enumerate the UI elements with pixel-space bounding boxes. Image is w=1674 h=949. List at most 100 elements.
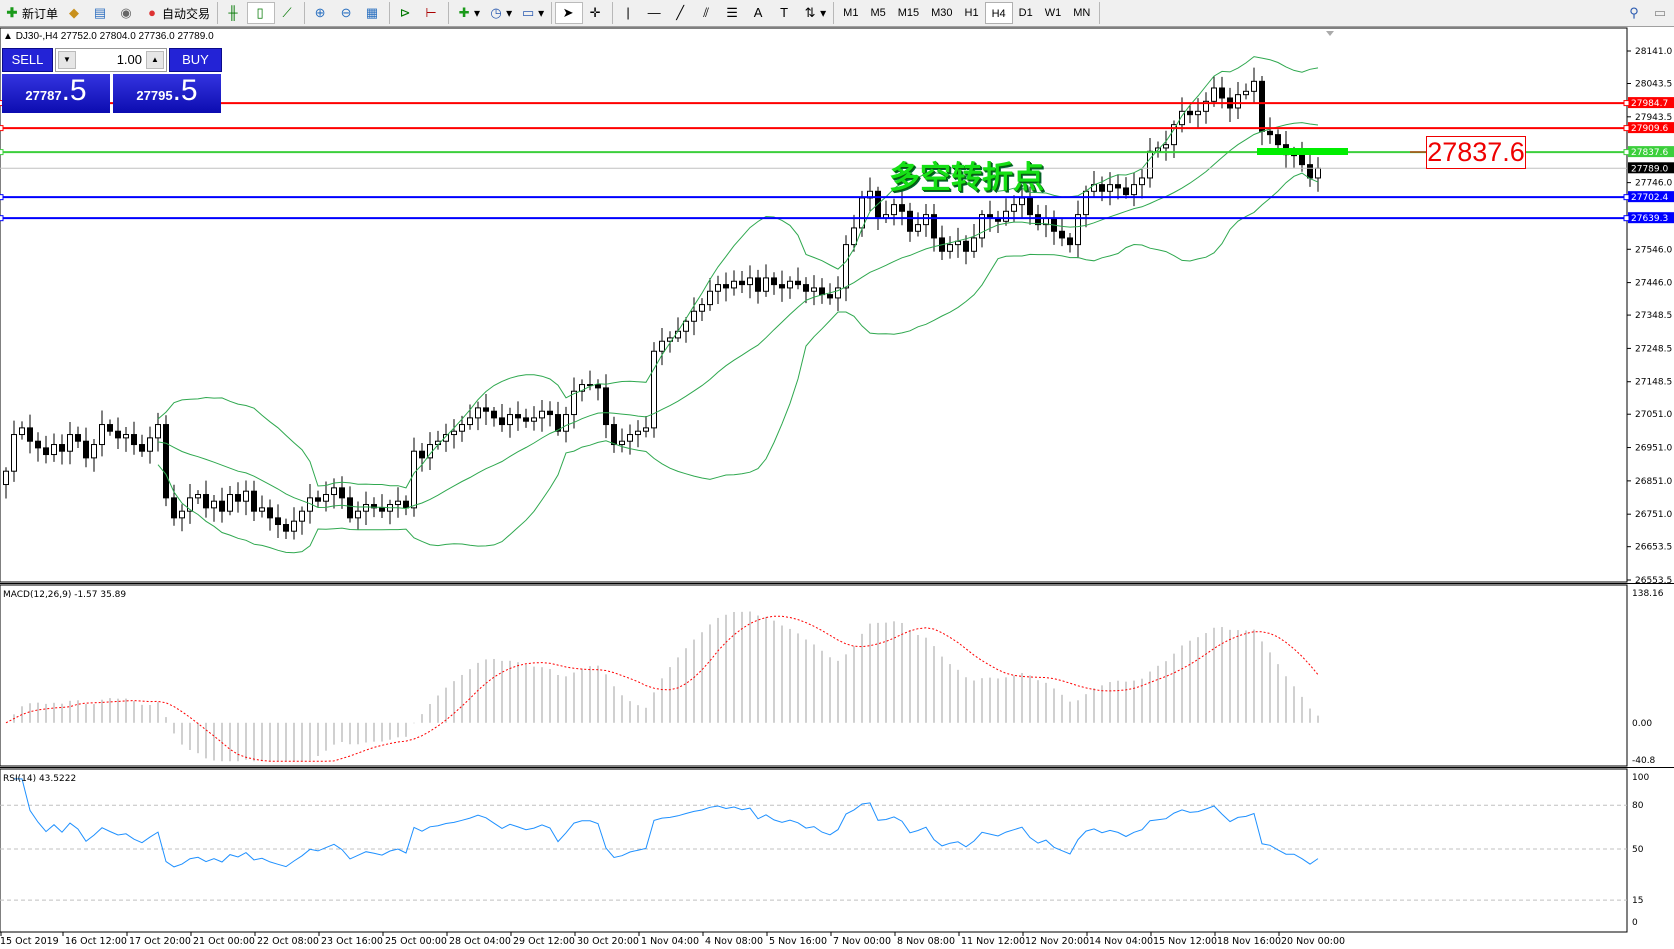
chat-button[interactable]: ▭ <box>1648 2 1674 24</box>
chart-shift-marker-icon[interactable] <box>1326 31 1334 36</box>
candle-body <box>315 497 321 502</box>
timeframe-m30[interactable]: M30 <box>931 7 953 19</box>
text-label-button[interactable]: T <box>772 2 798 24</box>
arrows-button[interactable]: ⇅ ▾ <box>798 2 830 24</box>
candle-body <box>627 434 633 442</box>
tile-windows-button[interactable]: ▦ <box>360 2 386 24</box>
level-handle-icon[interactable] <box>1623 194 1630 201</box>
level-handle-icon[interactable] <box>0 125 4 132</box>
buy-price-fraction: .5 <box>172 74 198 107</box>
search-icon: ⚲ <box>1629 5 1639 20</box>
buy-price[interactable]: 27795.5 <box>113 74 221 113</box>
time-axis-label: 4 Nov 08:00 <box>705 936 763 947</box>
line-chart-button[interactable]: ⟋ <box>275 2 301 24</box>
vertical-line-button[interactable]: | <box>616 2 642 24</box>
candle-body <box>803 284 809 292</box>
candle-body <box>843 244 849 289</box>
timeframe-d1[interactable]: D1 <box>1018 7 1033 19</box>
level-handle-icon[interactable] <box>0 194 4 201</box>
cursor-button[interactable]: ➤ <box>555 2 584 24</box>
timeframe-h1[interactable]: H1 <box>964 7 979 19</box>
periods-button[interactable]: ◷ ▾ <box>484 2 516 24</box>
candle-body <box>235 494 241 502</box>
level-handle-icon[interactable] <box>1623 215 1630 222</box>
level-handle-icon[interactable] <box>0 215 4 222</box>
candle-body <box>507 414 513 426</box>
lot-increase-icon[interactable]: ▲ <box>146 51 164 69</box>
candle-body <box>1267 130 1273 136</box>
bollinger-lower-band <box>157 172 1319 554</box>
fibonacci-button[interactable]: ☰ <box>720 2 746 24</box>
timeframe-mn[interactable]: MN <box>1073 7 1091 19</box>
candlestick-button[interactable]: ▯ <box>247 2 276 24</box>
sell-button[interactable]: SELL <box>2 48 53 72</box>
indicators-button[interactable]: ✚ ▾ <box>452 2 484 24</box>
candle-body <box>275 517 281 526</box>
level-price-label: 27639.3 <box>1631 214 1668 224</box>
clock-icon: ◷ <box>490 5 502 20</box>
timeframe-h4[interactable]: H4 <box>984 2 1013 24</box>
search-button[interactable]: ⚲ <box>1622 2 1648 24</box>
chart-header: ▲ DJ30-,H4 27752.0 27804.0 27736.0 27789… <box>3 31 214 42</box>
signals-button[interactable]: ◉ <box>114 2 140 24</box>
navigator-icon: ▤ <box>93 5 107 20</box>
horizontal-line-icon: — <box>647 5 661 20</box>
lot-decrease-icon[interactable]: ▼ <box>58 51 76 69</box>
rsi-pane[interactable] <box>0 768 1628 933</box>
zoom-in-button[interactable]: ⊕ <box>308 2 334 24</box>
chart-shift-button[interactable]: ⊢ <box>419 2 445 24</box>
trendline-button[interactable]: ╱ <box>668 2 694 24</box>
templates-button[interactable]: ▭ ▾ <box>521 5 545 20</box>
timeframe-group: M1 M5 M15 M30 H1 H4 D1 W1 MN <box>837 2 1096 24</box>
level-handle-icon[interactable] <box>1623 125 1630 132</box>
time-axis-label: 1 Nov 04:00 <box>641 936 699 947</box>
level-handle-icon[interactable] <box>1623 149 1630 156</box>
navigator-button[interactable]: ▤ <box>88 2 114 24</box>
sell-price[interactable]: 27787.5 <box>2 74 110 113</box>
time-axis-label: 30 Oct 20:00 <box>577 936 639 947</box>
auto-scroll-button[interactable]: ⊳ <box>393 2 419 24</box>
price-axis-label: 27943.5 <box>1635 113 1672 123</box>
horizontal-line-button[interactable]: — <box>642 2 668 24</box>
level-price-label: 27837.6 <box>1631 148 1668 158</box>
lot-size-input[interactable]: ▼ 1.00 ▲ <box>55 48 167 72</box>
auto-trading-button[interactable]: ● 自动交易 <box>140 2 214 24</box>
time-axis-label: 29 Oct 12:00 <box>513 936 575 947</box>
price-axis-label: 28141.0 <box>1635 47 1672 57</box>
candle-body <box>819 287 825 296</box>
timeframe-m5[interactable]: M5 <box>870 7 886 19</box>
bar-chart-button[interactable]: ╫ <box>221 2 247 24</box>
level-price-tag <box>1628 122 1674 134</box>
level-price-tag <box>1628 212 1674 224</box>
text-button[interactable]: A <box>746 2 772 24</box>
new-order-button[interactable]: ✚ 新订单 <box>0 2 62 24</box>
time-axis-label: 17 Oct 20:00 <box>129 936 191 947</box>
collapse-triangle-icon[interactable]: ▲ <box>3 31 16 42</box>
level-handle-icon[interactable] <box>1623 100 1630 107</box>
zoom-out-button[interactable]: ⊖ <box>334 2 360 24</box>
rsi-axis-label: 15 <box>1632 896 1643 906</box>
macd-axis-label: 138.16 <box>1632 589 1664 599</box>
channel-button[interactable]: ⫽ <box>694 2 720 24</box>
price-axis-label: 27746.0 <box>1635 179 1672 189</box>
candle-body <box>1075 214 1081 246</box>
timeframe-m15[interactable]: M15 <box>897 7 920 19</box>
market-watch-button[interactable]: ◆ <box>62 2 88 24</box>
level-handle-icon[interactable] <box>0 149 4 156</box>
timeframe-m1[interactable]: M1 <box>843 7 859 19</box>
toolbar-separator <box>551 2 553 24</box>
crosshair-button[interactable]: ✛ <box>583 2 609 24</box>
timeframe-w1[interactable]: W1 <box>1044 7 1062 19</box>
one-click-trading-panel: SELL ▼ 1.00 ▲ BUY 27787.5 27795.5 <box>2 48 222 113</box>
buy-button[interactable]: BUY <box>169 48 222 72</box>
candle-body <box>851 227 857 246</box>
candle-body <box>299 510 305 522</box>
candle-body <box>1195 110 1201 116</box>
candle-body <box>475 407 481 419</box>
candle-body <box>379 507 385 512</box>
candle-body <box>419 450 425 459</box>
auto-trading-label: 自动交易 <box>162 6 211 21</box>
toolbar-separator <box>304 2 306 24</box>
time-axis-label: 18 Nov 16:00 <box>1217 936 1281 947</box>
